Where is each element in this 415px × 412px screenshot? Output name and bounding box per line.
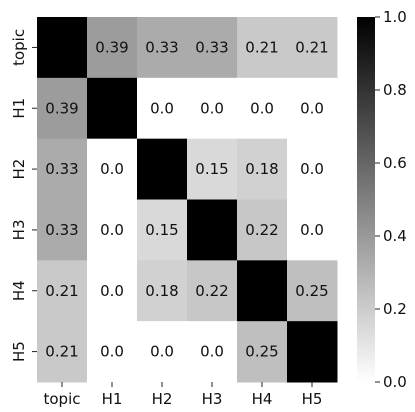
heatmap-cell-H4-H1	[87, 260, 138, 322]
heatmap-cell-topic-H4	[237, 17, 288, 79]
cell-label-topic-H3: 0.33	[195, 38, 228, 56]
y-tick-label: H4	[10, 280, 28, 301]
heatmap-cell-H2-H3	[187, 138, 238, 200]
y-tick-label: H2	[10, 159, 28, 180]
cell-label-H2-topic: 0.33	[45, 160, 78, 178]
colorbar-tick-label: 0.6	[383, 154, 407, 172]
heatmap-cell-H2-H4	[237, 138, 288, 200]
heatmap-cell-topic-H2	[137, 17, 188, 79]
heatmap-cell-H3-topic	[37, 199, 88, 261]
cell-label-H4-H3: 0.22	[195, 282, 228, 300]
cell-label-H3-topic: 0.33	[45, 221, 78, 239]
cell-label-H2-H1: 0.0	[100, 160, 124, 178]
heatmap-cell-H3-H5	[287, 199, 338, 261]
cell-label-H5-H3: 0.0	[200, 343, 224, 361]
heatmap-cell-H3-H4	[237, 199, 288, 261]
cell-label-H3-H4: 0.22	[245, 221, 278, 239]
cell-label-H5-H4: 0.25	[245, 343, 278, 361]
colorbar-tick-label: 0.4	[383, 227, 407, 245]
heatmap-cell-H5-H5	[287, 321, 338, 383]
heatmap-cell-topic-H1	[87, 17, 138, 79]
y-tick-label: H3	[10, 220, 28, 241]
colorbar-tick-label: 0.8	[383, 81, 407, 99]
heatmap-cell-H4-H2	[137, 260, 188, 322]
heatmap-cell-H4-H3	[187, 260, 238, 322]
y-tick-label: H5	[10, 341, 28, 362]
heatmap-cell-H1-H4	[237, 77, 288, 140]
heatmap-cell-H5-H2	[137, 321, 188, 383]
heatmap-cell-H5-topic	[37, 321, 88, 383]
colorbar: 0.0 0.2 0.4 0.6 0.8 1.0	[357, 8, 407, 391]
heatmap-cell-H3-H1	[87, 199, 138, 261]
heatmap-cell-H5-H3	[187, 321, 238, 383]
cell-label-H4-H2: 0.18	[145, 282, 178, 300]
heatmap-cell-H1-H2	[137, 77, 188, 140]
heatmap-cell-topic-topic	[37, 17, 88, 79]
cell-label-H3-H2: 0.15	[145, 221, 178, 239]
cell-label-H1-H5: 0.0	[300, 99, 324, 117]
cell-label-H2-H4: 0.18	[245, 160, 278, 178]
x-tick-label: topic	[44, 390, 81, 408]
heatmap-cell-H4-topic	[37, 260, 88, 322]
x-axis: topic H1 H2 H3 H4 H5	[44, 382, 323, 408]
heatmap-cell-H5-H1	[87, 321, 138, 383]
cell-label-H5-H2: 0.0	[150, 343, 174, 361]
heatmap-cell-H5-H4	[237, 321, 288, 383]
cell-label-H3-H5: 0.0	[300, 221, 324, 239]
heatmap-cells	[37, 17, 338, 383]
cell-label-H4-H5: 0.25	[295, 282, 328, 300]
heatmap-cell-H4-H4	[237, 260, 288, 322]
heatmap-cell-H3-H2	[137, 199, 188, 261]
cell-label-H3-H1: 0.0	[100, 221, 124, 239]
x-tick-label: H4	[252, 390, 273, 408]
heatmap-cell-topic-H5	[287, 17, 338, 79]
x-tick-label: H5	[302, 390, 323, 408]
y-tick-label: topic	[10, 29, 28, 66]
x-tick-label: H2	[152, 390, 173, 408]
heatmap-cell-H3-H3	[187, 199, 238, 261]
colorbar-tick-label: 0.2	[383, 300, 407, 318]
heatmap-cell-H1-H5	[287, 77, 338, 140]
heatmap-cell-H2-topic	[37, 138, 88, 200]
heatmap-cell-H2-H2	[137, 138, 188, 200]
heatmap-cell-topic-H3	[187, 17, 238, 79]
cell-label-H1-H2: 0.0	[150, 99, 174, 117]
colorbar-tick-label: 1.0	[383, 8, 407, 26]
cell-label-H2-H5: 0.0	[300, 160, 324, 178]
cell-label-H5-H1: 0.0	[100, 343, 124, 361]
colorbar-gradient	[357, 17, 375, 382]
cell-label-H4-topic: 0.21	[45, 282, 78, 300]
heatmap-cell-H4-H5	[287, 260, 338, 322]
y-axis: topic H1 H2 H3 H4 H5	[10, 29, 37, 362]
cell-label-H1-topic: 0.39	[45, 99, 78, 117]
heatmap-cell-H1-topic	[37, 77, 88, 140]
x-tick-label: H1	[102, 390, 123, 408]
x-tick-label: H3	[202, 390, 223, 408]
cell-label-H4-H1: 0.0	[100, 282, 124, 300]
y-tick-label: H1	[10, 98, 28, 119]
cell-label-topic-H4: 0.21	[245, 38, 278, 56]
cell-label-H1-H3: 0.0	[200, 99, 224, 117]
heatmap-cell-H2-H1	[87, 138, 138, 200]
cell-label-topic-H2: 0.33	[145, 38, 178, 56]
cell-label-H2-H3: 0.15	[195, 160, 228, 178]
colorbar-tick-label: 0.0	[383, 373, 407, 391]
heatmap-cell-H1-H3	[187, 77, 238, 140]
heatmap-cell-H2-H5	[287, 138, 338, 200]
cell-label-topic-H5: 0.21	[295, 38, 328, 56]
heatmap-cell-labels: 0.39 0.33 0.33 0.21 0.21 0.39 0.0 0.0 0.0 0.0 0.33…	[45, 38, 328, 360]
heatmap-cell-H1-H1	[87, 77, 138, 140]
cell-label-H5-topic: 0.21	[45, 343, 78, 361]
cell-label-H1-H4: 0.0	[250, 99, 274, 117]
cell-label-topic-H1: 0.39	[95, 38, 128, 56]
